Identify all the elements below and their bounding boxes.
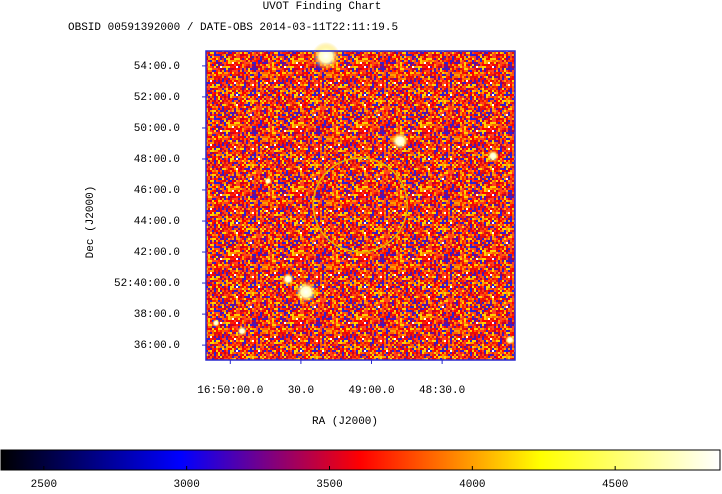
colorbar bbox=[0, 449, 721, 471]
y-tick-label: 54:00.0 bbox=[134, 61, 180, 73]
x-tick-label: 16:50:00.0 bbox=[197, 385, 263, 397]
y-tick-label: 52:00.0 bbox=[134, 92, 180, 104]
sky-image bbox=[206, 51, 515, 360]
y-tick-label: 36:00.0 bbox=[134, 340, 180, 352]
y-tick-label: 46:00.0 bbox=[134, 185, 180, 197]
y-tick-label: 38:00.0 bbox=[134, 309, 180, 321]
chart-subtitle: OBSID 00591392000 / DATE-OBS 2014-03-11T… bbox=[68, 22, 398, 34]
colorbar-tick-label: 3500 bbox=[316, 479, 342, 489]
star bbox=[391, 132, 409, 150]
x-tick-label: 30.0 bbox=[288, 385, 314, 397]
y-axis-label: Dec (J2000) bbox=[85, 186, 97, 259]
y-tick-label: 42:00.0 bbox=[134, 247, 180, 259]
star bbox=[212, 319, 220, 327]
star bbox=[295, 281, 317, 303]
y-tick-label: 52:40:00.0 bbox=[114, 278, 180, 290]
colorbar-tick-label: 4500 bbox=[602, 479, 628, 489]
star bbox=[312, 42, 340, 70]
y-tick-label: 48:00.0 bbox=[134, 154, 180, 166]
plot-frame bbox=[205, 50, 516, 361]
star bbox=[237, 326, 247, 336]
star bbox=[487, 150, 499, 162]
star bbox=[282, 273, 294, 285]
chart-title: UVOT Finding Chart bbox=[263, 1, 382, 13]
y-tick-label: 44:00.0 bbox=[134, 216, 180, 228]
colorbar-tick-label: 2500 bbox=[31, 479, 57, 489]
y-tick-label: 50:00.0 bbox=[134, 123, 180, 135]
star bbox=[264, 177, 272, 185]
x-tick-label: 49:00.0 bbox=[348, 385, 394, 397]
source-region bbox=[312, 157, 408, 253]
x-axis-label: RA (J2000) bbox=[312, 416, 378, 428]
star bbox=[505, 335, 515, 345]
colorbar-tick-label: 4000 bbox=[459, 479, 485, 489]
x-tick-label: 48:30.0 bbox=[419, 385, 465, 397]
colorbar-tick-label: 3000 bbox=[173, 479, 199, 489]
